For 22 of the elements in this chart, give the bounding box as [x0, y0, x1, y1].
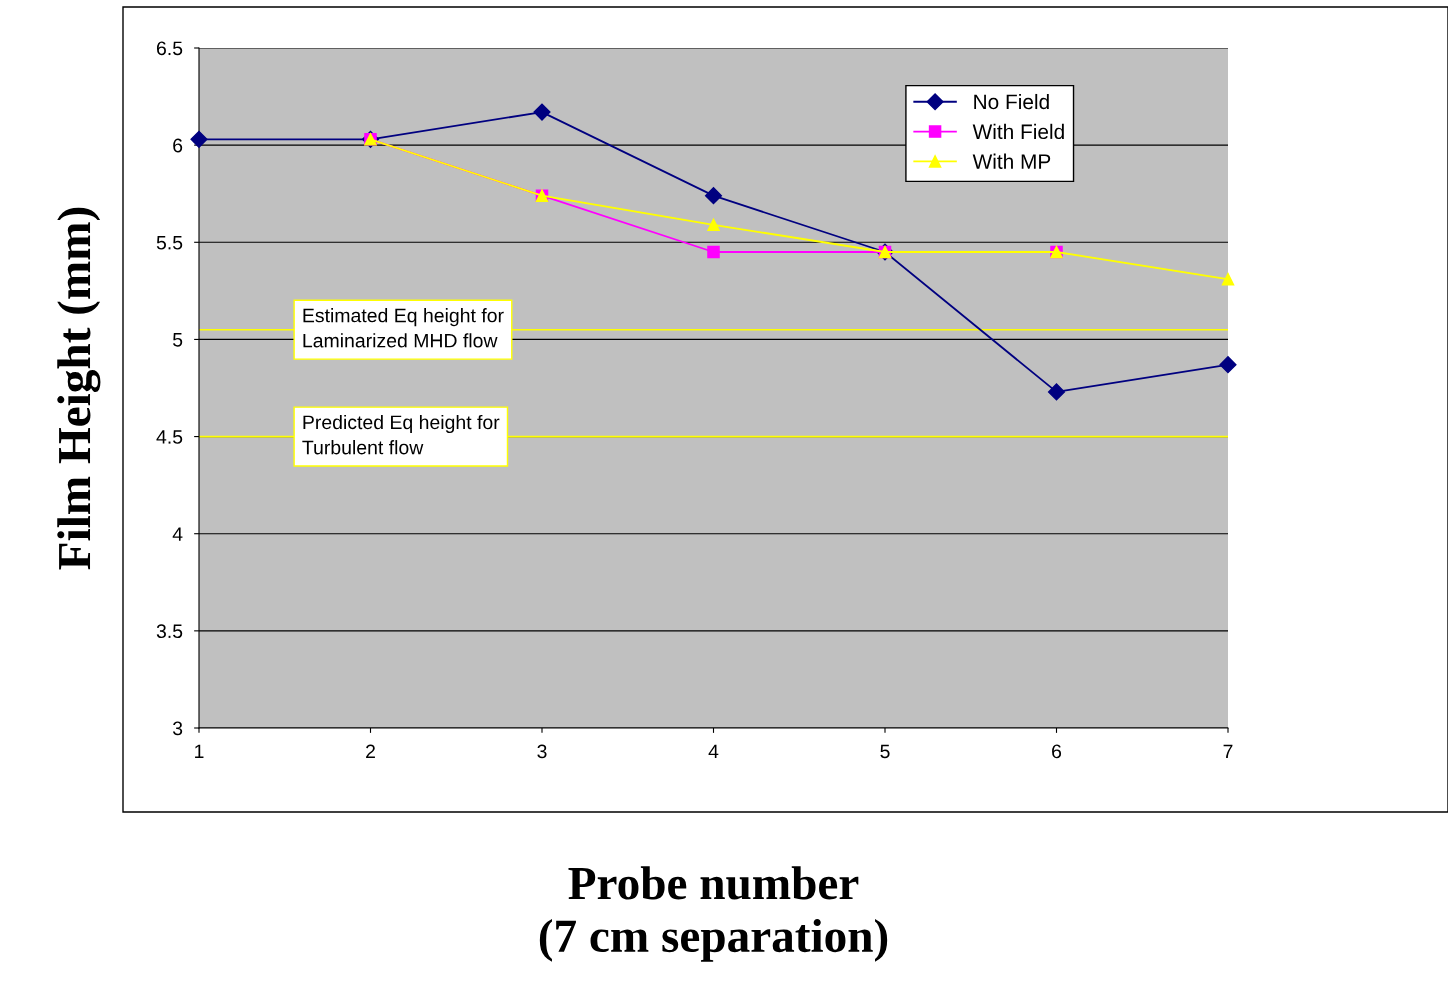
- y-tick-label: 5.5: [156, 235, 183, 250]
- x-tick-label: 5: [880, 744, 890, 759]
- y-tick-label: 6: [173, 138, 183, 153]
- ref-line-label: Predicted Eq height for Turbulent flow: [302, 414, 500, 455]
- ref-line-label: Estimated Eq height for Laminarized MHD flow: [303, 308, 504, 348]
- legend-label: No Field: [974, 93, 1049, 110]
- y-axis-title: Film Height (mm): [57, 207, 101, 570]
- legend-label: With Field: [972, 123, 1064, 140]
- y-tick-label: 3: [172, 721, 183, 736]
- x-tick-label: 6: [1052, 744, 1062, 759]
- x-tick-label: 2: [366, 744, 375, 759]
- y-tick-label: 4: [172, 527, 183, 541]
- y-tick-label: 4.5: [156, 430, 183, 444]
- y-tick-label: 5: [172, 333, 183, 347]
- x-tick-label: 1: [195, 744, 204, 759]
- legend-label: With MP: [972, 153, 1051, 169]
- x-tick-label: 4: [708, 744, 719, 759]
- x-tick-label: 7: [1223, 744, 1233, 759]
- x-axis-title: Probe number (7 cm separation): [539, 866, 888, 962]
- x-tick-label: 3: [537, 744, 547, 759]
- y-tick-label: 6.5: [156, 41, 183, 56]
- y-tick-label: 3.5: [156, 624, 183, 639]
